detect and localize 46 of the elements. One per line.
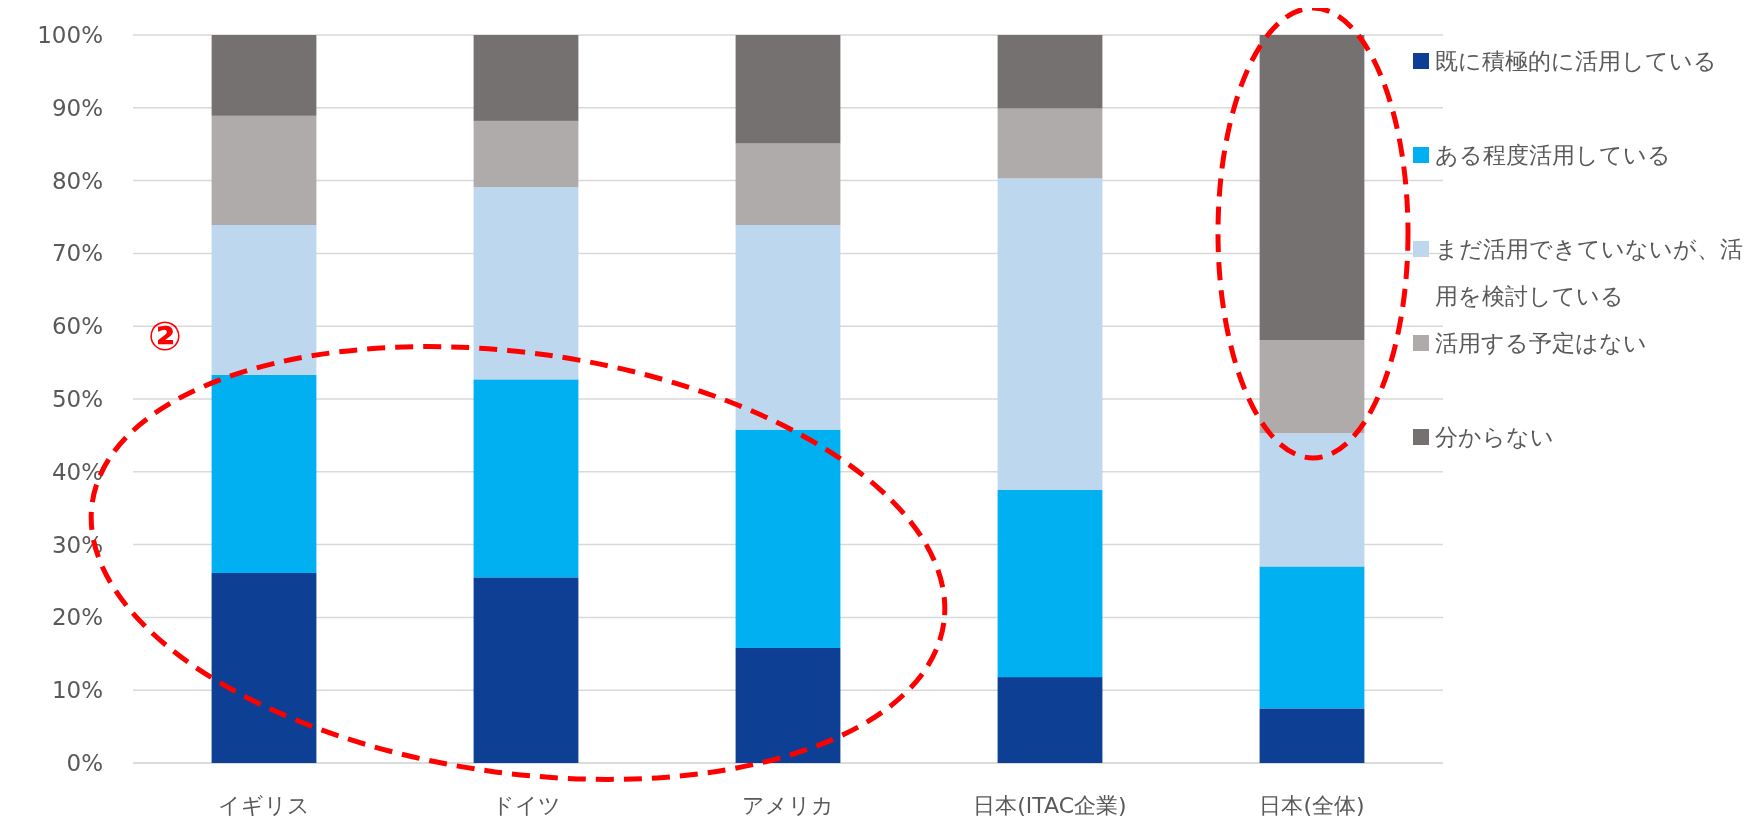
bar xyxy=(1259,566,1365,709)
legend-label: 分からない xyxy=(1435,424,1554,451)
bar xyxy=(997,490,1103,678)
bar xyxy=(473,577,579,763)
y-tick-label: 0% xyxy=(66,750,103,777)
x-tick-label: ドイツ xyxy=(491,793,561,817)
y-tick-label: 10% xyxy=(51,677,103,704)
x-tick-label: 日本(ITAC企業) xyxy=(973,793,1127,817)
bar xyxy=(997,35,1103,109)
bar xyxy=(735,35,841,144)
bar xyxy=(1259,433,1365,567)
bar xyxy=(1259,708,1365,763)
bar xyxy=(211,225,317,375)
legend-label: 既に積極的に活用している xyxy=(1435,48,1717,75)
bar xyxy=(735,429,841,648)
legend-label: 活用する予定はない xyxy=(1435,330,1647,357)
bar xyxy=(211,35,317,116)
bar xyxy=(211,374,317,573)
y-tick-label: 90% xyxy=(51,94,103,121)
y-tick-label: 80% xyxy=(51,167,103,194)
bar xyxy=(473,120,579,188)
bar xyxy=(1259,340,1365,434)
bar xyxy=(473,187,579,380)
bar xyxy=(735,647,841,763)
bar xyxy=(997,677,1103,763)
bar xyxy=(473,35,579,121)
legend-label: ある程度活用している xyxy=(1435,142,1671,169)
bar xyxy=(211,572,317,763)
x-tick-label: イギリス xyxy=(218,793,310,817)
y-tick-label: 70% xyxy=(51,240,103,267)
y-tick-label: 20% xyxy=(51,604,103,631)
bar xyxy=(1259,35,1365,341)
x-tick-label: アメリカ xyxy=(742,793,834,817)
y-tick-label: 50% xyxy=(51,386,103,413)
bar xyxy=(997,108,1103,179)
bar xyxy=(735,225,841,430)
bar xyxy=(997,178,1103,490)
bar xyxy=(735,143,841,226)
y-tick-label: 100% xyxy=(37,22,103,49)
y-tick-label: 60% xyxy=(51,313,103,340)
bar xyxy=(473,379,579,578)
legend-label: まだ活用できていないが、活用を検討している xyxy=(1435,236,1743,310)
x-tick-label: 日本(全体) xyxy=(1259,793,1365,817)
annotation: ② xyxy=(148,313,182,359)
bar xyxy=(211,115,317,226)
y-tick-label: 40% xyxy=(51,458,103,485)
